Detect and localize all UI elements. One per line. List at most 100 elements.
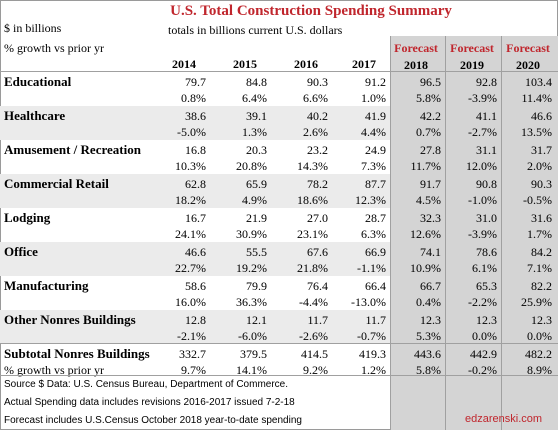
subtotal-growth-cell: 14.1%: [236, 363, 267, 377]
growth-cell: 4.5%: [416, 193, 441, 207]
subtotal-value-cell: 332.7: [179, 347, 206, 361]
subtitle: totals in billions current U.S. dollars: [168, 23, 343, 37]
value-cell: 27.8: [420, 143, 441, 157]
page-title: U.S. Total Construction Spending Summary: [170, 3, 452, 19]
growth-cell: 11.7%: [410, 159, 441, 173]
value-cell: 11.7: [307, 313, 328, 327]
value-cell: 31.7: [531, 143, 552, 157]
growth-cell: 7.3%: [361, 159, 386, 173]
value-cell: 79.9: [246, 279, 267, 293]
note-line: Actual Spending data includes revisions …: [4, 397, 295, 408]
growth-cell: 30.9%: [236, 227, 267, 241]
header-rule: [0, 71, 558, 72]
growth-cell: -3.9%: [468, 227, 497, 241]
growth-cell: 24.1%: [175, 227, 206, 241]
forecast-divider: [390, 36, 391, 430]
unit-label: $ in billions: [4, 21, 62, 35]
growth-cell: 0.7%: [416, 125, 441, 139]
note-line: Forecast includes U.S.Census October 201…: [4, 415, 302, 426]
growth-cell: 2.6%: [303, 125, 328, 139]
growth-cell: -2.1%: [177, 329, 206, 343]
year-header: 2018: [404, 58, 428, 72]
value-cell: 96.5: [420, 75, 441, 89]
row-label: Office: [4, 244, 38, 259]
row-label: Commercial Retail: [4, 176, 109, 191]
subtotal-growth-cell: 9.7%: [181, 363, 206, 377]
row-label: Amusement / Recreation: [4, 142, 141, 157]
value-cell: 27.0: [307, 211, 328, 225]
growth-cell: 4.4%: [361, 125, 386, 139]
growth-cell: 7.1%: [527, 261, 552, 275]
growth-cell: 25.9%: [521, 295, 552, 309]
growth-cell: 4.9%: [242, 193, 267, 207]
source-notes: Source $ Data: U.S. Census Bureau, Depar…: [4, 376, 302, 430]
value-cell: 38.6: [185, 109, 206, 123]
growth-cell: 6.3%: [361, 227, 386, 241]
column-divider: [445, 36, 446, 430]
value-cell: 66.4: [365, 279, 386, 293]
value-cell: 41.9: [365, 109, 386, 123]
growth-cell: -4.4%: [299, 295, 328, 309]
growth-cell: 36.3%: [236, 295, 267, 309]
subtotal-value-cell: 443.6: [414, 347, 441, 361]
year-header: 2019: [460, 58, 484, 72]
growth-cell: 1.3%: [242, 125, 267, 139]
subtotal-growth-label: % growth vs prior yr: [4, 363, 104, 377]
value-cell: 90.3: [531, 177, 552, 191]
growth-cell: 12.3%: [355, 193, 386, 207]
value-cell: 65.3: [476, 279, 497, 293]
year-header: 2016: [294, 57, 318, 71]
watermark: edzarenski.com: [465, 413, 543, 425]
value-cell: 91.2: [365, 75, 386, 89]
year-header: 2014: [172, 57, 196, 71]
table-row: Healthcare 38.6 -5.0% 39.1 1.3% 40.2 2.6% 41.9 4…: [0, 106, 558, 140]
growth-cell: 0.0%: [527, 329, 552, 343]
value-cell: 46.6: [531, 109, 552, 123]
growth-cell: 0.4%: [416, 295, 441, 309]
value-cell: 76.4: [307, 279, 328, 293]
value-cell: 40.2: [307, 109, 328, 123]
value-cell: 67.6: [307, 245, 328, 259]
forecast-year-header: Forecast 2020: [502, 40, 554, 74]
row-band: [0, 106, 390, 140]
value-cell: 79.7: [185, 75, 206, 89]
value-cell: 78.6: [476, 245, 497, 259]
value-cell: 78.2: [307, 177, 328, 191]
growth-cell: 23.1%: [297, 227, 328, 241]
value-cell: 41.1: [476, 109, 497, 123]
row-band: [0, 174, 390, 208]
growth-cell: 12.0%: [466, 159, 497, 173]
growth-cell: -1.0%: [468, 193, 497, 207]
value-cell: 65.9: [246, 177, 267, 191]
growth-cell: 21.8%: [297, 261, 328, 275]
growth-cell: 11.4%: [521, 91, 552, 105]
growth-cell: -2.7%: [468, 125, 497, 139]
subtotal-value-cell: 442.9: [470, 347, 497, 361]
table-row: Educational 79.7 0.8% 84.8 6.4% 90.3 6.6% 91.2 1…: [0, 72, 558, 106]
value-cell: 55.5: [246, 245, 267, 259]
subtotal-rule: [0, 343, 558, 344]
value-cell: 11.7: [365, 313, 386, 327]
growth-cell: 20.8%: [236, 159, 267, 173]
value-cell: 31.6: [531, 211, 552, 225]
value-cell: 87.7: [365, 177, 386, 191]
growth-cell: -3.9%: [468, 91, 497, 105]
subtotal-growth-cell: -0.2%: [468, 363, 497, 377]
subtotal-value-cell: 482.2: [525, 347, 552, 361]
table-row: Manufacturing 58.6 16.0% 79.9 36.3% 76.4 -4.4%…: [0, 276, 558, 310]
growth-cell: -6.0%: [238, 329, 267, 343]
growth-cell: 10.3%: [175, 159, 206, 173]
subtotal-growth-cell: 1.2%: [361, 363, 386, 377]
subtotal-label: Subtotal Nonres Buildings: [4, 346, 150, 361]
growth-cell: 6.6%: [303, 91, 328, 105]
growth-cell: -0.5%: [523, 193, 552, 207]
forecast-year-header: Forecast 2019: [446, 40, 498, 74]
table-row: Lodging 16.7 24.1% 21.9 30.9% 27.0 23.1% 28.7 6.…: [0, 208, 558, 242]
value-cell: 90.3: [307, 75, 328, 89]
year-header: 2020: [516, 58, 540, 72]
column-divider: [501, 36, 502, 430]
value-cell: 84.2: [531, 245, 552, 259]
row-label: Manufacturing: [4, 278, 89, 293]
growth-cell: 19.2%: [236, 261, 267, 275]
value-cell: 82.2: [531, 279, 552, 293]
